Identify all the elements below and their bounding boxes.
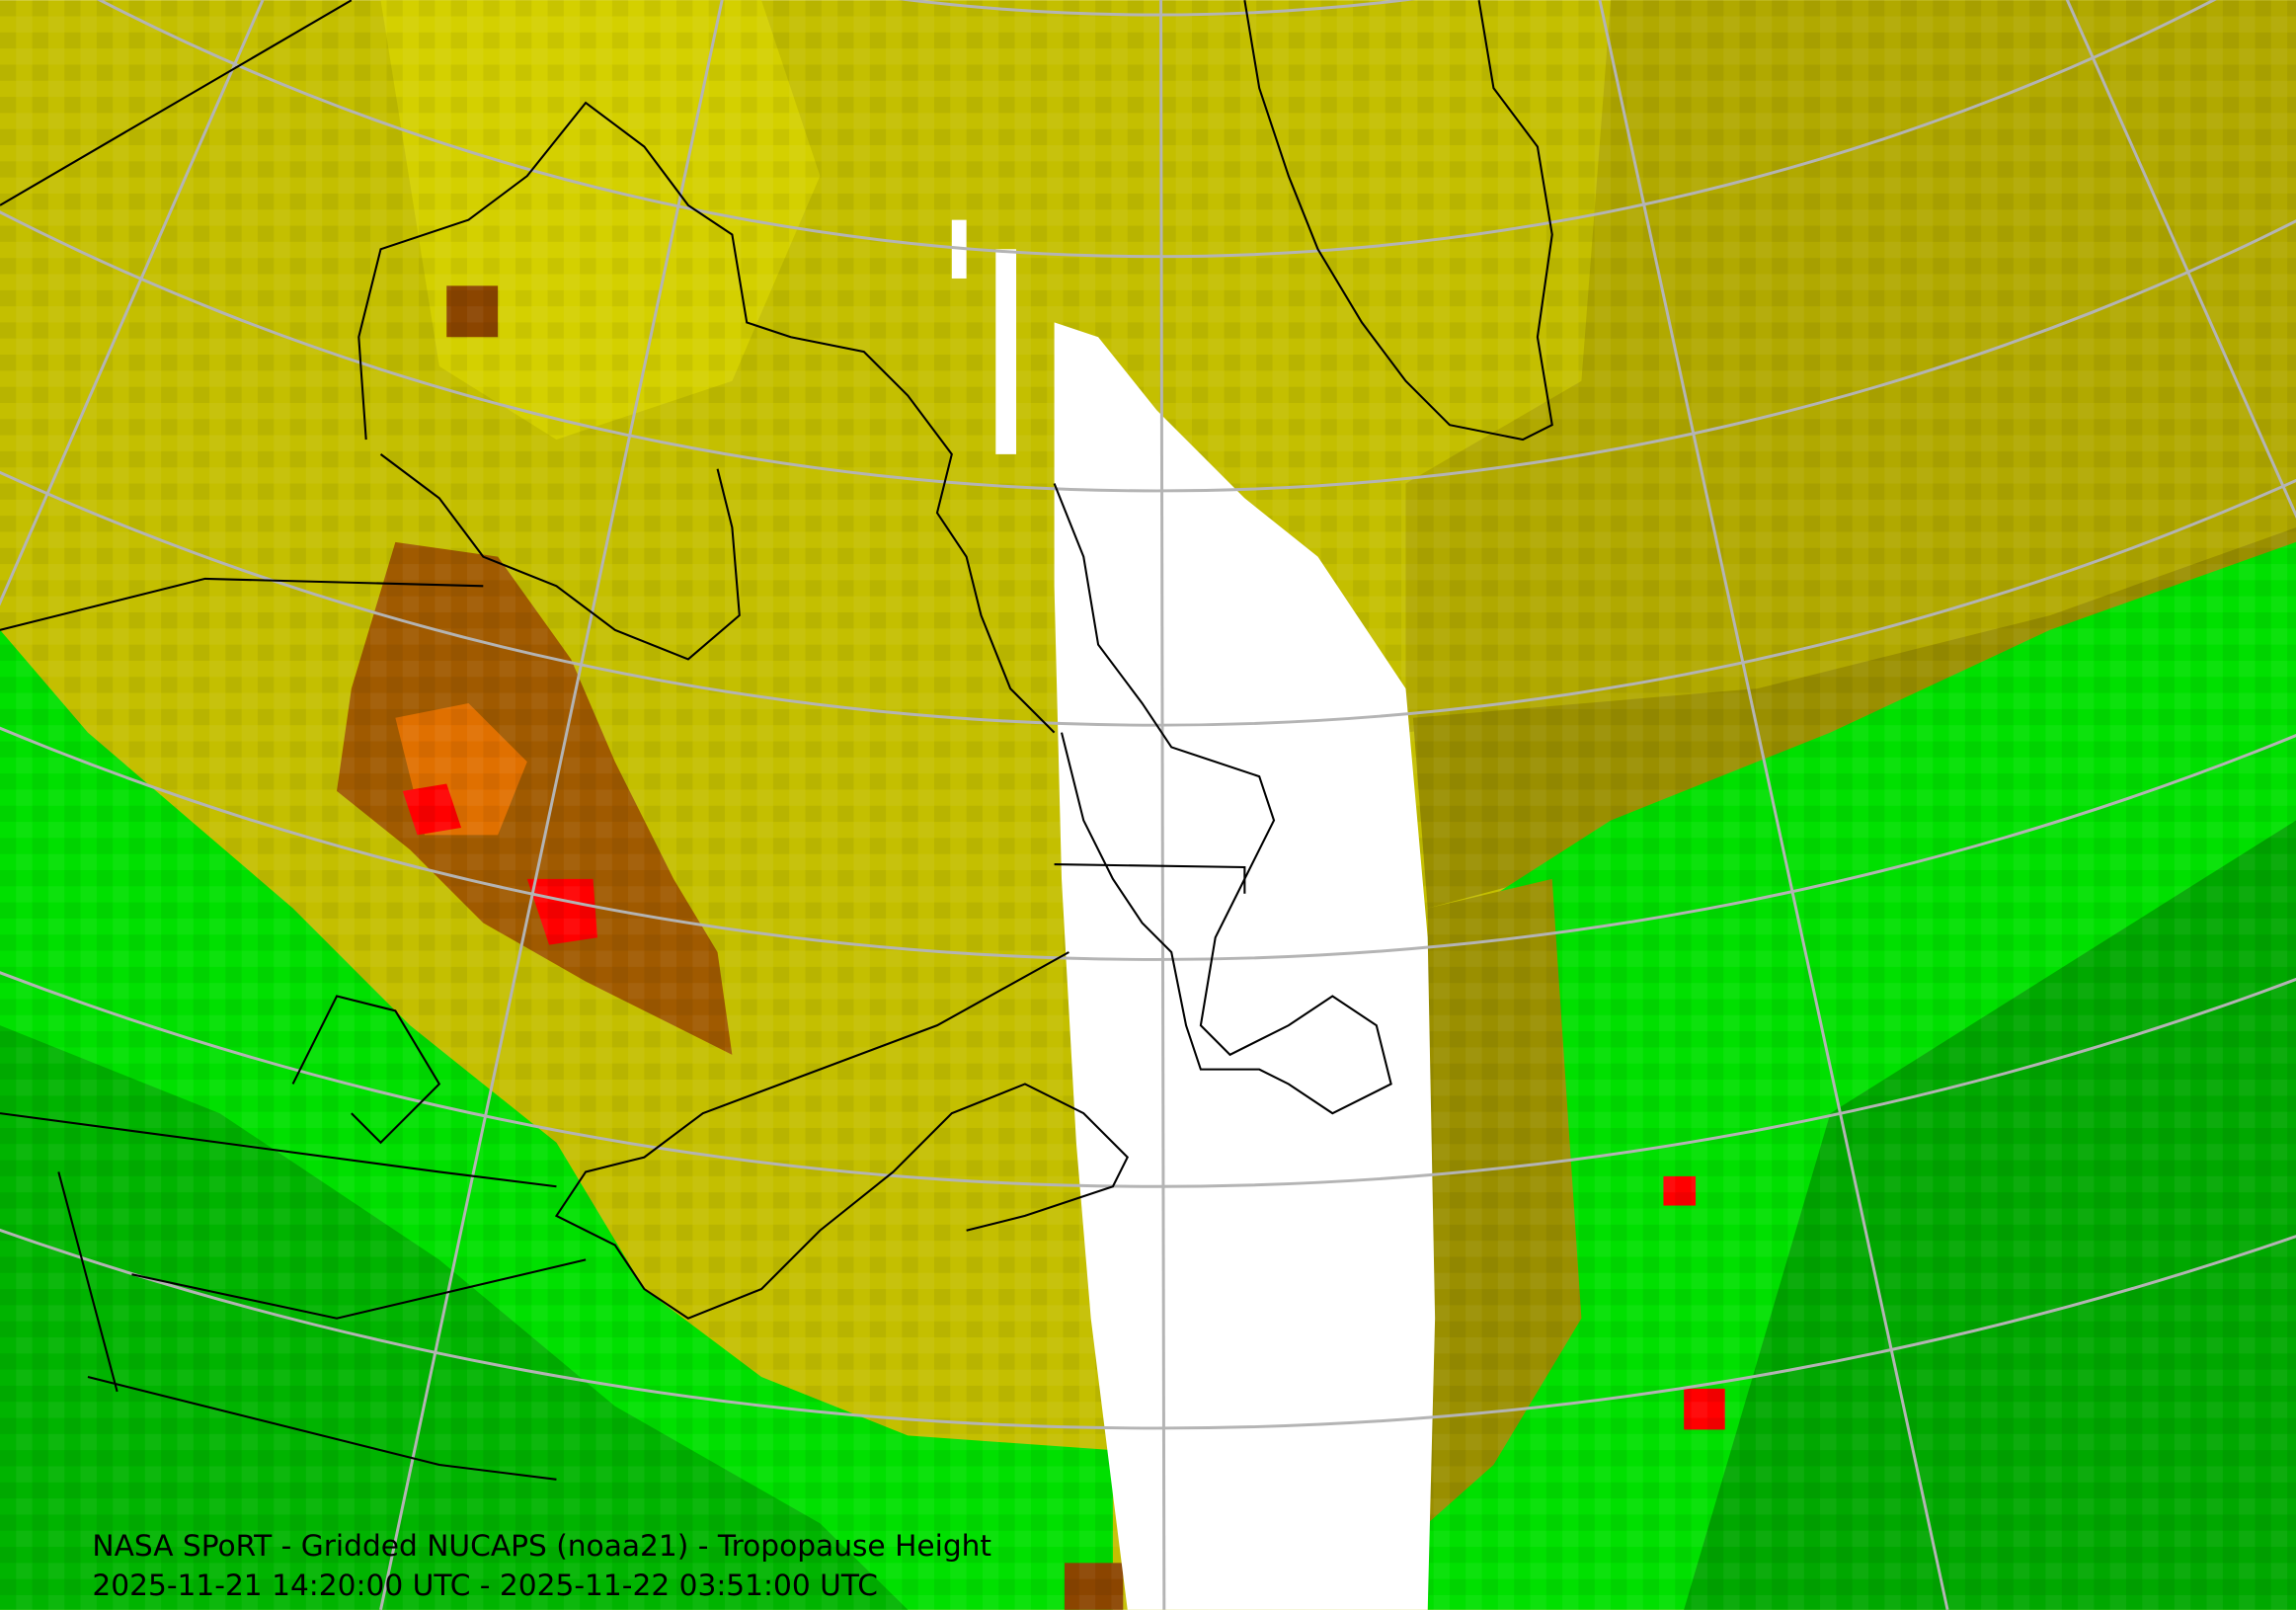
coastline	[554, 951, 1130, 1320]
no-data-strip	[995, 249, 1017, 454]
latitude-line	[97, 0, 2216, 258]
greenland	[1243, 0, 1553, 442]
latitude-line	[0, 970, 2296, 1187]
latitude-line	[0, 209, 2296, 492]
newfoundland-labrador	[1053, 483, 1392, 1115]
border	[0, 0, 484, 631]
state-borders	[0, 995, 587, 1481]
caption-title: NASA SPoRT - Gridded NUCAPS (noaa21) - T…	[92, 1528, 991, 1563]
coastlines	[0, 0, 1553, 1481]
latitude-line	[0, 725, 2296, 960]
caption-time-range: 2025-11-21 14:20:00 UTC - 2025-11-22 03:…	[92, 1568, 878, 1602]
longitude-line	[379, 0, 724, 1610]
longitude-line	[1159, 0, 1166, 1610]
longitude-line	[1598, 0, 1949, 1610]
no-data-swath	[1054, 322, 1436, 1610]
latitude-line	[898, 0, 1415, 16]
latitude-line	[0, 1227, 2296, 1429]
border	[1054, 863, 1246, 894]
coastline	[357, 101, 1056, 734]
